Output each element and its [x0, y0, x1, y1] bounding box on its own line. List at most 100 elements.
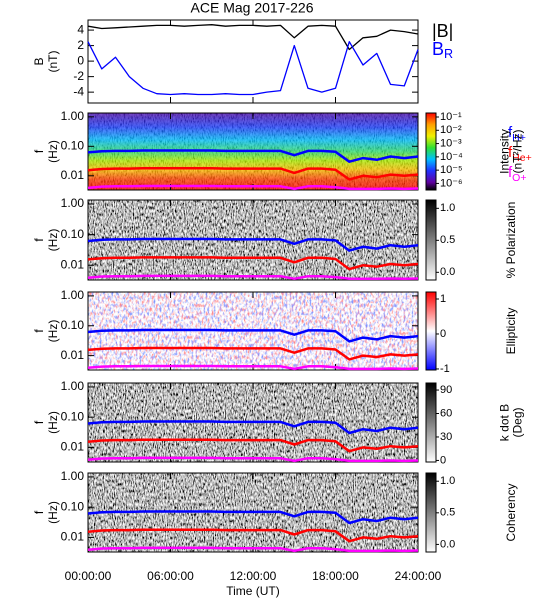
y-tick-label: 0.01 [61, 348, 85, 362]
legend-name: |B| [432, 21, 453, 41]
gyrofrequency-line [87, 438, 419, 453]
legend-entry: |B| [432, 21, 453, 41]
colorbar-tick-label: 0.0 [440, 538, 455, 550]
gyrofrequency-line [87, 510, 419, 525]
y-tick-label: 0.10 [61, 138, 85, 152]
y-tick-label: 0.01 [61, 257, 85, 271]
y-tick-label: 1.00 [61, 196, 85, 210]
legend-name: f [508, 144, 513, 161]
legend-subscript: He+ [512, 152, 532, 164]
colorbar-label: % Polarization [504, 202, 518, 279]
y-tick-label: 4 [77, 22, 84, 36]
colorbar-tick-label: 90 [440, 384, 452, 396]
colorbar-tick-label: 10⁻¹ [440, 111, 462, 123]
y-tick-label: 1.00 [61, 288, 85, 302]
gyrofrequency-line [87, 237, 419, 252]
legend-name: f [508, 164, 513, 181]
gyrofrequency-line [87, 149, 419, 163]
gyrofrequency-line [87, 256, 419, 271]
colorbar-tick-label: 0.0 [440, 266, 455, 278]
colorbar-tick-label: 60 [440, 407, 452, 419]
y-tick-label: 0.01 [61, 440, 85, 454]
legend-subscript: O+ [512, 172, 526, 184]
plot-frame [87, 19, 419, 104]
colorbar-label: Intensity [498, 129, 512, 174]
gyrofrequency-line [87, 528, 419, 543]
colorbar-tick-label: 0 [440, 328, 446, 340]
y-tick-label: 1.00 [61, 379, 85, 393]
colorbar-tick-label: 1 [440, 293, 446, 305]
legend-name: f [508, 124, 513, 141]
gyrofrequency-line [87, 364, 419, 371]
legend-entry: BR [432, 39, 453, 62]
y-tick-label: 0.01 [61, 530, 85, 544]
legend-name: B [432, 39, 444, 59]
y-tick-label: 0.10 [61, 499, 85, 513]
colorbar-label: k dot B [498, 404, 512, 441]
colorbar [425, 382, 437, 463]
colorbar-label: Ellipticity [504, 308, 518, 355]
colorbar [425, 291, 437, 371]
colorbar-tick-label: 10⁻⁵ [440, 164, 463, 176]
colorbar-label: (nT²/Hz) [511, 130, 525, 174]
gyrofrequency-line [87, 456, 419, 463]
y-axis-label: (nT) [46, 51, 60, 73]
colorbar [425, 199, 437, 281]
colorbar-tick-label: 30 [440, 431, 452, 443]
y-tick-label: 0.10 [61, 318, 85, 332]
y-axis-label: f [32, 420, 46, 424]
y-tick-label: 0.01 [61, 168, 85, 182]
y-axis-label: f [32, 149, 46, 153]
y-axis-label: (Hz) [46, 411, 60, 434]
y-axis-label: (Hz) [46, 140, 60, 163]
y-tick-label: -2 [73, 69, 84, 83]
gyrofrequency-line [87, 346, 419, 361]
chart-title: ACE Mag 2017-226 [191, 0, 314, 16]
colorbar-tick-label: -1 [440, 363, 450, 375]
y-tick-label: 0.10 [61, 227, 85, 241]
x-tick-label: 06:00:00 [147, 569, 194, 583]
colorbar [425, 112, 437, 191]
y-tick-label: 2 [77, 38, 84, 52]
y-tick-label: 0 [77, 53, 84, 67]
y-tick-label: 0.10 [61, 409, 85, 423]
colorbar-tick-label: 0 [440, 454, 446, 466]
legend-subscript: R [444, 47, 453, 61]
x-tick-label: 24:00:00 [395, 569, 442, 583]
x-tick-label: 00:00:00 [65, 569, 112, 583]
x-axis-label: Time (UT) [226, 584, 280, 598]
y-tick-label: 1.00 [61, 109, 85, 123]
gyrofrequency-line [87, 420, 419, 435]
y-axis-label: f [32, 238, 46, 242]
colorbar-label: (Deg) [511, 407, 525, 437]
colorbar [425, 472, 437, 553]
y-tick-label: -4 [73, 84, 84, 98]
legend-entry: fHe+ [508, 144, 532, 164]
colorbar-tick-label: 0.5 [440, 507, 455, 519]
x-tick-label: 18:00:00 [312, 569, 359, 583]
y-axis-label: f [32, 329, 46, 333]
y-axis-label: f [32, 510, 46, 514]
colorbar-tick-label: 10⁻⁴ [440, 151, 463, 163]
colorbar-tick-label: 0.5 [440, 234, 455, 246]
y-axis-label: B [32, 57, 46, 65]
legend-subscript: H+ [512, 132, 526, 144]
colorbar-tick-label: 1.0 [440, 202, 455, 214]
legend-entry: fH+ [508, 124, 526, 144]
gyrofrequency-line [87, 546, 419, 553]
colorbar-tick-label: 10⁻² [440, 124, 462, 136]
colorbar-tick-label: 1.0 [440, 475, 455, 487]
gyrofrequency-line [87, 184, 419, 191]
x-tick-label: 12:00:00 [230, 569, 277, 583]
colorbar-tick-label: 10⁻⁶ [440, 177, 463, 189]
gyrofrequency-line [87, 167, 419, 181]
colorbar-label: Coherency [504, 483, 518, 541]
gyrofrequency-line [87, 328, 419, 343]
field-line [87, 41, 419, 96]
y-axis-label: (Hz) [46, 501, 60, 524]
gyrofrequency-line [87, 274, 419, 281]
colorbar-tick-label: 10⁻³ [440, 137, 462, 149]
y-axis-label: (Hz) [46, 320, 60, 343]
y-tick-label: 1.00 [61, 469, 85, 483]
